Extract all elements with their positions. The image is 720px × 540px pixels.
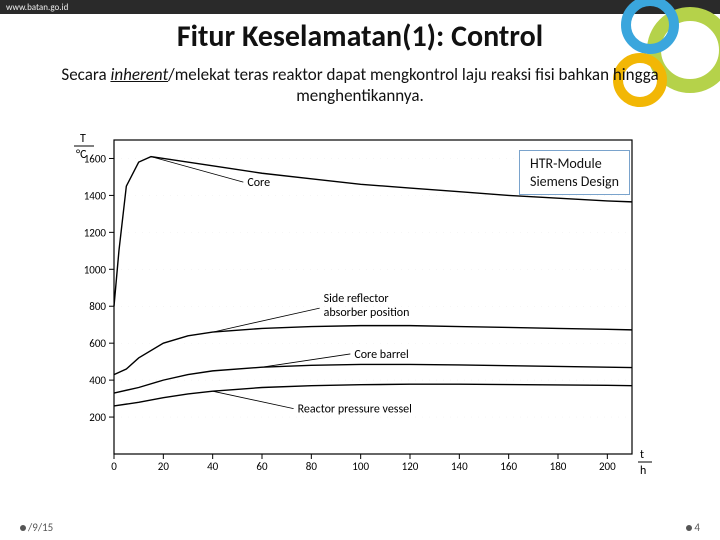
svg-text:Core barrel: Core barrel	[354, 348, 408, 362]
svg-text:160: 160	[500, 460, 517, 473]
svg-text:80: 80	[306, 460, 318, 473]
svg-text:40: 40	[207, 460, 219, 473]
annotation-line2: Siemens Design	[530, 173, 619, 191]
svg-text:1000: 1000	[84, 263, 107, 276]
slide-subtitle: Secara inherent/melekat teras reaktor da…	[0, 64, 720, 107]
slide-title: Fitur Keselamatan(1): Control	[0, 18, 720, 55]
chart-annotation-box: HTR-Module Siemens Design	[519, 150, 630, 195]
svg-text:1600: 1600	[84, 152, 107, 165]
subtitle-italic: inherent	[110, 64, 168, 85]
svg-text:20: 20	[158, 460, 170, 473]
footer-date: /9/15	[20, 521, 53, 534]
subtitle-pre: Secara	[61, 64, 110, 85]
svg-text:1400: 1400	[84, 189, 107, 202]
svg-text:140: 140	[451, 460, 468, 473]
svg-text:absorber position: absorber position	[324, 306, 410, 320]
svg-text:200: 200	[599, 460, 616, 473]
chart-container: 0 20 40 60 80 100 120 140 160 180 200 200 400 600 800 1…	[60, 128, 660, 488]
svg-text:100: 100	[352, 460, 369, 473]
svg-text:400: 400	[89, 374, 106, 387]
slide: { "header": { "url": "www.batan.go.id" }…	[0, 0, 720, 540]
svg-text:1200: 1200	[84, 226, 107, 239]
svg-text:t: t	[640, 448, 644, 462]
footer-page: 4	[686, 521, 700, 534]
url-text: www.batan.go.id	[6, 2, 68, 13]
subtitle-post: /melekat teras reaktor dapat mengkontrol…	[168, 64, 658, 106]
svg-text:0: 0	[111, 460, 117, 473]
annotation-line1: HTR-Module	[530, 155, 619, 173]
svg-text:800: 800	[89, 300, 106, 313]
svg-text:Reactor pressure vessel: Reactor pressure vessel	[298, 403, 412, 417]
svg-text:T: T	[80, 132, 86, 146]
svg-text:200: 200	[89, 411, 106, 424]
svg-text:h: h	[640, 464, 646, 478]
svg-text:Core: Core	[247, 176, 270, 190]
svg-text:60: 60	[256, 460, 268, 473]
svg-text:600: 600	[89, 337, 106, 350]
svg-text:Side reflector: Side reflector	[324, 292, 389, 306]
svg-text:180: 180	[550, 460, 567, 473]
svg-text:120: 120	[402, 460, 419, 473]
browser-url-bar: www.batan.go.id	[0, 0, 720, 14]
svg-text:°C: °C	[76, 148, 87, 162]
